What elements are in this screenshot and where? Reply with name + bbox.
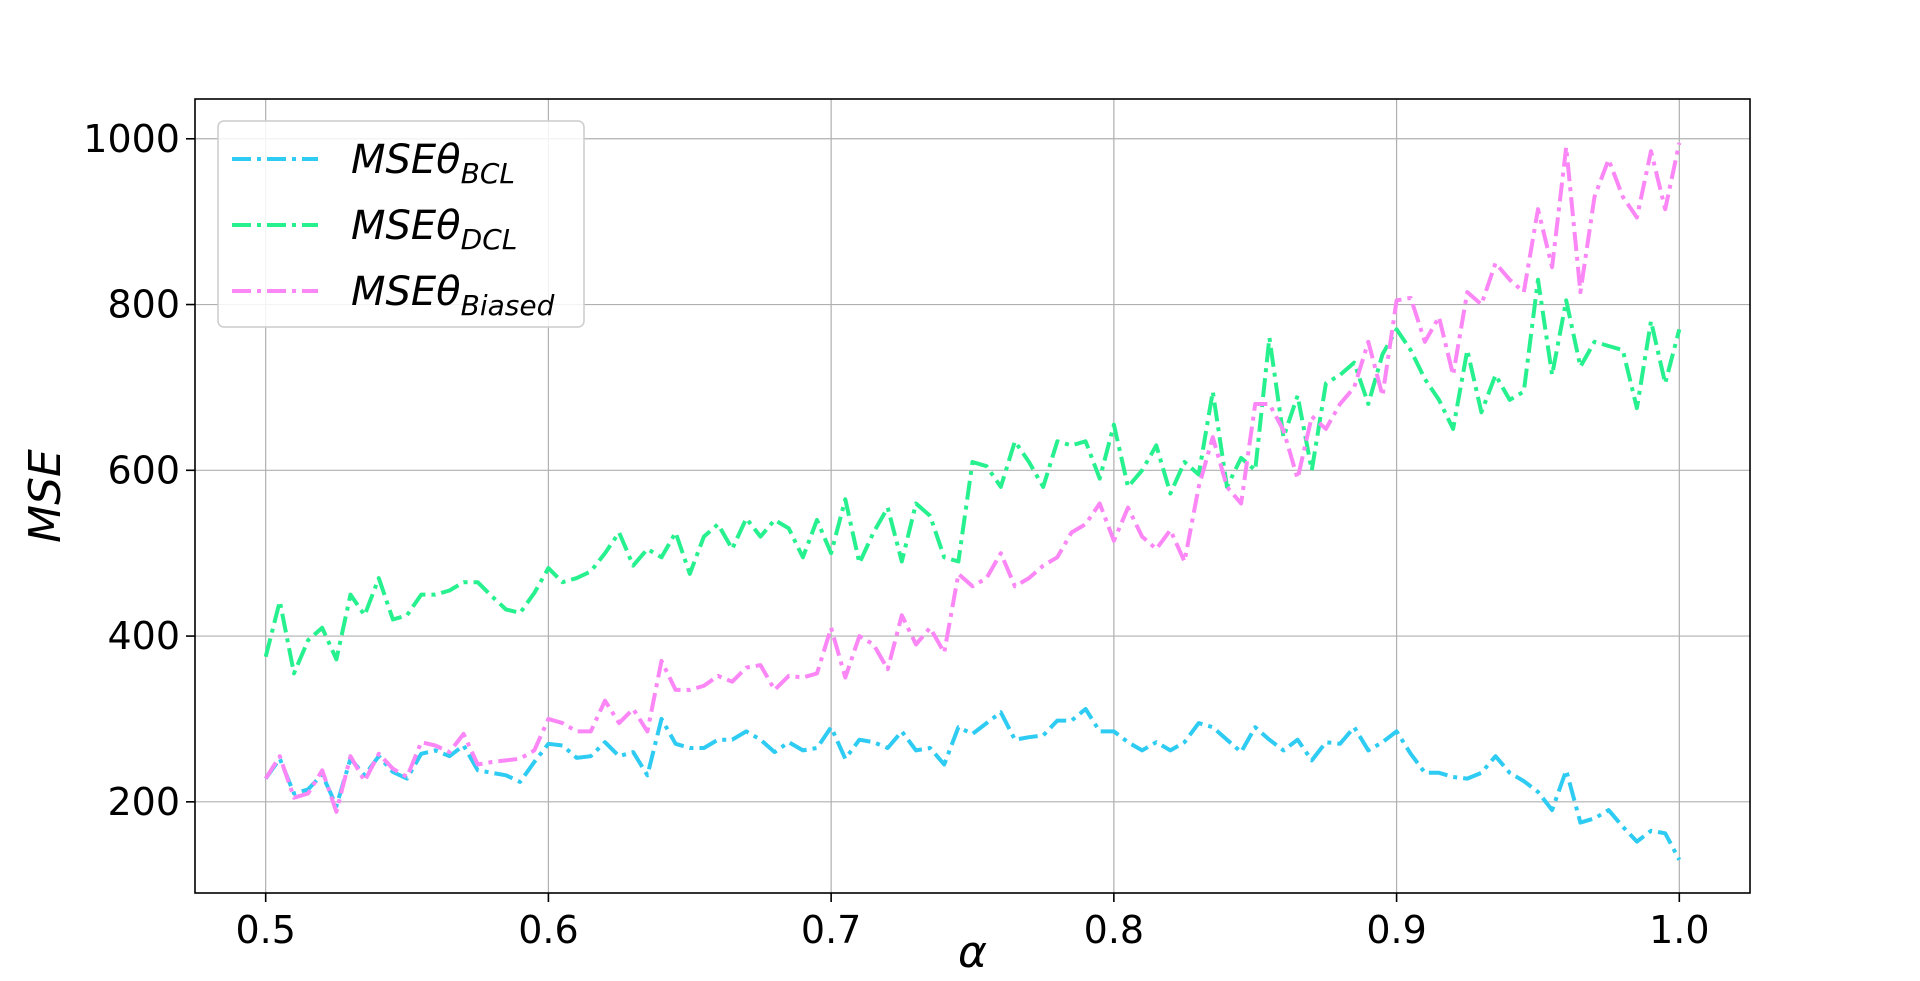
plot-frame [194, 98, 1751, 894]
legend-box [217, 120, 585, 328]
series-line-dcl [263, 277, 1682, 676]
x-axis-label: α [958, 927, 987, 978]
series-line-bcl [264, 707, 1682, 861]
y-tick-label: 800 [107, 283, 180, 327]
y-tick-label: 1000 [83, 117, 180, 161]
ticks-layer: 0.5 0.6 0.7 0.8 0.9 1.0 200 400 600 800 1000 [83, 117, 1709, 952]
y-tick-label: 400 [107, 614, 180, 658]
y-axis-label: MSE [20, 449, 71, 543]
x-tick-label: 0.8 [1084, 908, 1144, 952]
y-tick-label: 600 [107, 448, 180, 492]
series-layer [263, 142, 1682, 861]
x-tick-label: 0.9 [1366, 908, 1426, 952]
x-tick-label: 0.5 [235, 908, 295, 952]
series-line-biased [264, 142, 1682, 814]
y-tick-label: 200 [107, 780, 180, 824]
x-tick-label: 1.0 [1649, 908, 1709, 952]
x-tick-label: 0.7 [801, 908, 861, 952]
x-tick-label: 0.6 [518, 908, 578, 952]
